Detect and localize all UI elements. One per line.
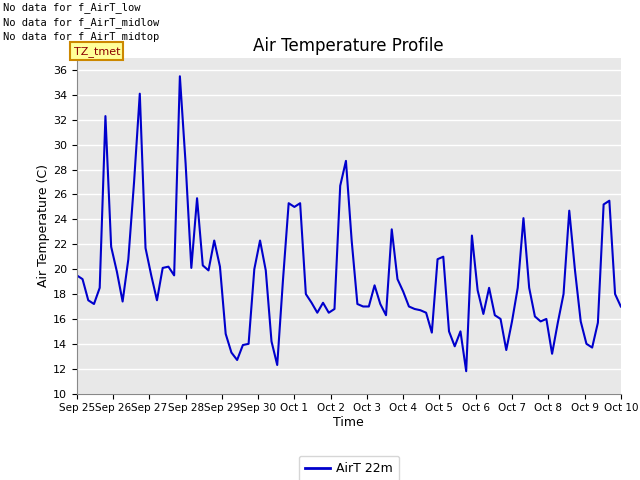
- Text: No data for f_AirT_midlow: No data for f_AirT_midlow: [3, 17, 159, 28]
- Y-axis label: Air Temperature (C): Air Temperature (C): [37, 164, 50, 287]
- X-axis label: Time: Time: [333, 416, 364, 429]
- Legend: AirT 22m: AirT 22m: [298, 456, 399, 480]
- Title: Air Temperature Profile: Air Temperature Profile: [253, 36, 444, 55]
- Text: TZ_tmet: TZ_tmet: [74, 46, 120, 57]
- Text: No data for f_AirT_midtop: No data for f_AirT_midtop: [3, 31, 159, 42]
- Text: No data for f_AirT_low: No data for f_AirT_low: [3, 2, 141, 13]
